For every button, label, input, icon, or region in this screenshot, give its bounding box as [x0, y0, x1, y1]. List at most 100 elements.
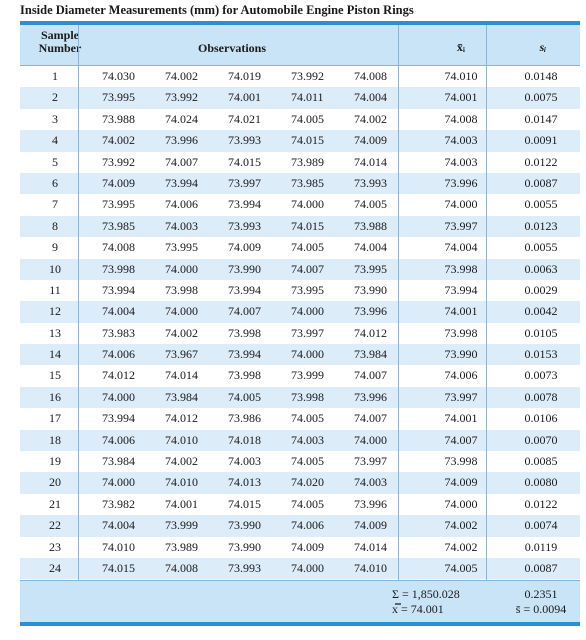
- observation-value: 73.986: [228, 411, 261, 426]
- sample-std: 0.0075: [524, 90, 558, 105]
- observation-value: 73.994: [228, 282, 261, 297]
- table-row: 1 74.030 74.002 74.019 73.992 74.008 74.010 0.0…: [20, 66, 580, 87]
- observation-value: 73.992: [102, 154, 135, 169]
- observation-value: 74.007: [291, 261, 324, 276]
- sample-mean: 73.990: [444, 347, 478, 362]
- sample-mean: 73.997: [444, 389, 478, 404]
- sample-std: 0.0106: [524, 411, 558, 426]
- observation-value: 73.989: [165, 539, 198, 554]
- sample-mean: 73.998: [444, 454, 478, 469]
- observation-value: 74.005: [291, 454, 324, 469]
- table-header: Sample Number Observations x̄ᵢ sᵢ: [20, 25, 580, 66]
- sample-mean: 74.010: [444, 69, 478, 83]
- sample-std: 0.0122: [524, 496, 558, 511]
- observation-value: 73.994: [102, 411, 135, 426]
- header-sample-std: sᵢ: [539, 40, 547, 54]
- table-row: 18 74.006 74.010 74.018 74.003 74.000 74.007 0.…: [20, 429, 580, 452]
- sample-number: 17: [49, 411, 61, 426]
- observation-value: 73.990: [228, 261, 261, 276]
- sample-mean: 73.998: [444, 325, 478, 340]
- summary-row: Σ = 1,850.028 x̿ = 74.001 0.2351 s̄ = 0.…: [20, 580, 580, 623]
- observation-value: 73.992: [165, 90, 198, 105]
- observation-value: 73.984: [165, 389, 198, 404]
- observation-value: 73.993: [228, 133, 261, 148]
- observation-value: 73.988: [102, 111, 135, 126]
- observation-value: 73.990: [228, 539, 261, 554]
- observation-value: 74.004: [102, 304, 135, 319]
- observation-value: 73.996: [165, 133, 198, 148]
- observation-value: 74.002: [165, 69, 198, 83]
- observation-value: 74.021: [228, 111, 261, 126]
- sample-std: 0.0091: [524, 133, 558, 148]
- observation-value: 73.997: [228, 175, 261, 190]
- table-row: 23 74.010 73.989 73.990 74.009 74.014 74.002 0.…: [20, 537, 580, 558]
- observation-value: 74.030: [102, 69, 135, 83]
- sample-std: 0.0105: [524, 325, 558, 340]
- sample-mean: 74.009: [444, 475, 478, 490]
- sample-mean: 73.994: [444, 282, 478, 297]
- sample-number: 18: [49, 432, 61, 447]
- observation-value: 74.000: [102, 475, 135, 490]
- observation-value: 73.985: [291, 175, 324, 190]
- observation-value: 74.012: [165, 411, 198, 426]
- table-row: 22 74.004 73.999 73.990 74.006 74.009 74.002 0.…: [20, 515, 580, 537]
- sample-number: 15: [49, 368, 61, 383]
- observation-value: 74.003: [354, 475, 387, 490]
- observation-value: 73.983: [102, 325, 135, 340]
- sample-mean: 74.003: [444, 133, 478, 148]
- observation-value: 73.982: [102, 496, 135, 511]
- observation-value: 73.996: [354, 304, 387, 319]
- observation-value: 74.005: [291, 240, 324, 255]
- mean-std: s̄ = 0.0094: [515, 602, 567, 616]
- observation-value: 74.000: [165, 261, 198, 276]
- sample-number: 16: [49, 389, 61, 404]
- sample-number: 22: [49, 518, 61, 533]
- observation-value: 74.013: [228, 475, 261, 490]
- observation-value: 73.995: [102, 90, 135, 105]
- sample-mean: 74.001: [444, 411, 478, 426]
- table-row: 20 74.000 74.010 74.013 74.020 74.003 74.009 0.…: [20, 472, 580, 494]
- observation-value: 74.008: [354, 69, 387, 83]
- sample-number: 14: [49, 347, 61, 362]
- observation-value: 74.006: [165, 197, 198, 212]
- observation-value: 74.004: [102, 518, 135, 533]
- observation-value: 73.995: [102, 197, 135, 212]
- observation-value: 73.992: [291, 69, 324, 83]
- observation-value: 74.004: [354, 90, 387, 105]
- sample-number: 20: [49, 475, 61, 490]
- table-row: 10 73.998 74.000 73.990 74.007 73.995 73.998 0.…: [20, 258, 580, 280]
- observation-value: 73.995: [291, 282, 324, 297]
- table-row: 12 74.004 74.000 74.007 74.000 73.996 74.001 0.…: [20, 301, 580, 323]
- sample-std: 0.0080: [524, 475, 558, 490]
- sample-std: 0.0119: [524, 539, 558, 554]
- observation-value: 74.000: [165, 304, 198, 319]
- observation-value: 74.007: [354, 368, 387, 383]
- table-row: 13 73.983 74.002 73.998 73.997 74.012 73.998 0.…: [20, 323, 580, 344]
- sample-number: 10: [49, 261, 61, 276]
- observation-value: 74.015: [102, 560, 135, 575]
- sample-std: 0.0055: [524, 197, 558, 212]
- sample-mean: 73.997: [444, 218, 478, 233]
- sample-number: 11: [49, 282, 61, 297]
- observation-value: 74.006: [102, 432, 135, 447]
- observation-value: 73.993: [228, 218, 261, 233]
- sample-std: 0.0123: [524, 218, 558, 233]
- observation-value: 74.009: [102, 175, 135, 190]
- sample-number: 7: [52, 197, 58, 212]
- sample-mean: 74.003: [444, 154, 478, 169]
- sample-std: 0.0148: [524, 69, 558, 83]
- table-row: 5 73.992 74.007 74.015 73.989 74.014 74.003 0.0…: [20, 152, 580, 173]
- sample-std: 0.0087: [524, 560, 558, 575]
- observation-value: 74.003: [165, 218, 198, 233]
- observation-value: 74.009: [291, 539, 324, 554]
- sample-number: 24: [49, 560, 61, 575]
- observation-value: 74.007: [165, 154, 198, 169]
- sample-std: 0.0087: [524, 175, 558, 190]
- sample-std: 0.0029: [524, 282, 558, 297]
- table-row: 4 74.002 73.996 73.993 74.015 74.009 74.003 0.0…: [20, 130, 580, 152]
- sample-mean: 74.008: [444, 111, 478, 126]
- observation-value: 74.000: [354, 432, 387, 447]
- observation-value: 73.999: [165, 518, 198, 533]
- observation-value: 74.007: [228, 304, 261, 319]
